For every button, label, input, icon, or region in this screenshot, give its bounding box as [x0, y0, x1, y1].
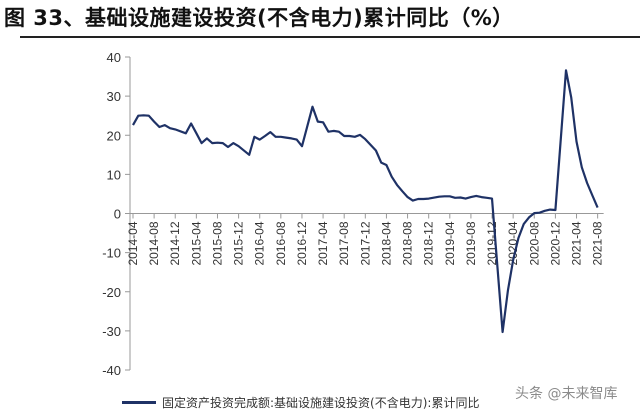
title-underline [20, 36, 640, 38]
y-tick-label: 20 [107, 128, 121, 143]
x-tick-label: 2020-04 [506, 221, 520, 265]
x-tick-label: 2020-12 [548, 221, 562, 265]
chart-title: 图 33、基础设施建设投资(不含电力)累计同比（%） [4, 6, 514, 30]
x-tick-label: 2015-08 [210, 221, 224, 265]
x-tick-label: 2014-12 [168, 221, 182, 265]
x-tick-label: 2014-04 [126, 221, 140, 265]
y-tick-label: 40 [107, 50, 121, 65]
y-tick-label: -20 [102, 285, 121, 300]
x-tick-label: 2014-08 [147, 221, 161, 265]
x-tick-label: 2019-04 [443, 221, 457, 265]
x-tick-label: 2016-08 [274, 221, 288, 265]
watermark: 头条 @未来智库 [515, 386, 618, 402]
x-tick-label: 2016-12 [295, 221, 309, 265]
x-tick-label: 2015-12 [232, 221, 246, 265]
y-tick-label: -30 [102, 324, 121, 339]
x-tick-label: 2015-04 [189, 221, 203, 265]
x-tick-label: 2018-04 [379, 221, 393, 265]
y-tick-label: -40 [102, 363, 121, 378]
x-tick-label: 2019-08 [464, 221, 478, 265]
x-tick-label: 2021-04 [570, 221, 584, 265]
y-tick-label: 30 [107, 89, 121, 104]
x-tick-label: 2016-04 [253, 221, 267, 265]
x-tick-label: 2017-08 [337, 221, 351, 265]
x-tick-label: 2017-04 [316, 221, 330, 265]
y-tick-label: 10 [107, 167, 121, 182]
y-tick-label: 0 [114, 207, 121, 222]
legend-label: 固定资产投资完成额:基础设施建设投资(不含电力):累计同比 [162, 396, 480, 410]
x-tick-label: 2018-12 [422, 221, 436, 265]
x-tick-label: 2017-12 [358, 221, 372, 265]
series-line [132, 69, 599, 334]
legend-swatch [122, 401, 156, 404]
y-tick-label: -10 [102, 246, 121, 261]
x-tick-label: 2020-08 [527, 221, 541, 265]
legend: 固定资产投资完成额:基础设施建设投资(不含电力):累计同比 [122, 394, 479, 411]
x-tick-label: 2018-08 [401, 221, 415, 265]
x-tick-label: 2021-08 [591, 221, 605, 265]
